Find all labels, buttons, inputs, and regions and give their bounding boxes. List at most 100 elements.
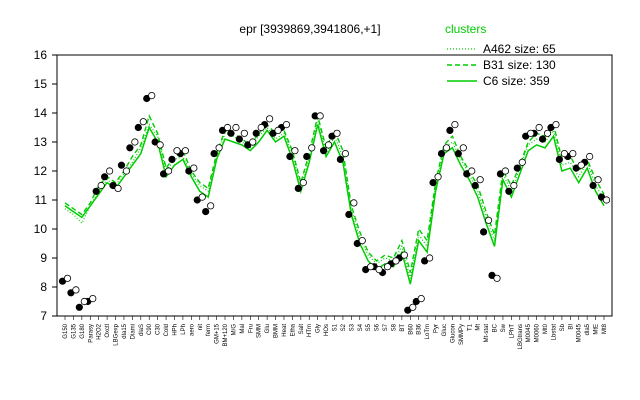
data-point: [72, 286, 80, 294]
data-point: [510, 181, 518, 190]
data-point: [383, 263, 392, 271]
data-point: [594, 176, 602, 184]
data-point: [249, 138, 257, 146]
y-tick-label: 16: [34, 48, 48, 62]
data-point: [552, 121, 560, 129]
x-tick-label: Oxctl: [105, 324, 111, 338]
data-point: [513, 164, 521, 172]
data-point: [538, 135, 547, 143]
data-point: [350, 199, 358, 207]
x-tick-label: Etha: [290, 323, 296, 336]
x-tick-label: BI: [568, 324, 574, 330]
data-point: [409, 303, 417, 311]
y-tick-label: 15: [34, 77, 48, 91]
x-tick-label: HTm: [307, 324, 313, 337]
data-point: [426, 254, 434, 262]
x-tick-label: HPh: [172, 324, 178, 336]
data-point: [358, 237, 366, 245]
data-point: [555, 155, 563, 163]
x-axis: G150 G135 G180 Parasy H2O2 Oxctl LBGexp dla15 Di…: [63, 316, 608, 349]
x-tick-label: C90: [147, 323, 153, 335]
data-point: [173, 147, 181, 155]
x-tick-label: M0060: [535, 323, 541, 342]
x-tick-label: S1: [333, 323, 339, 331]
data-point: [232, 123, 240, 132]
data-point: [471, 181, 479, 190]
data-point: [80, 297, 88, 306]
x-tick-label: G150: [63, 323, 69, 338]
x-tick-label: dlaS: [139, 324, 145, 336]
x-tick-label: dla15: [122, 323, 128, 338]
data-point: [324, 141, 333, 149]
data-point: [451, 121, 459, 129]
data-point: [210, 150, 218, 158]
x-tick-label: Gluc: [442, 324, 448, 336]
data-point: [117, 161, 126, 169]
series-line-3: [64, 124, 605, 285]
x-tick-label: Mt: [476, 324, 482, 331]
data-point: [505, 187, 513, 195]
x-tick-label: Mt8: [602, 323, 608, 334]
data-point: [198, 193, 206, 201]
legend-label-3: C6 size: 359: [483, 74, 550, 88]
data-point: [207, 202, 215, 210]
series-line-1: [64, 118, 605, 279]
x-tick-label: dla5: [585, 323, 591, 335]
data-point: [543, 129, 552, 137]
x-tick-label: S5: [366, 323, 372, 331]
data-point: [106, 167, 114, 175]
data-point: [134, 123, 142, 132]
data-point: [190, 164, 198, 172]
legend-label-2: B31 size: 130: [483, 58, 556, 72]
x-tick-label: LPh: [181, 324, 187, 335]
data-point: [437, 150, 446, 158]
data-point: [131, 138, 139, 146]
series-lines: [64, 113, 605, 285]
x-tick-label: ferm: [206, 324, 212, 336]
y-axis: 7 8 9 10 11 12 13 14 15 16: [34, 48, 57, 323]
x-tick-label: B60: [408, 323, 414, 334]
data-point: [417, 294, 425, 303]
data-point: [518, 158, 526, 166]
x-tick-label: Mt-stat: [484, 324, 490, 343]
series-line-2: [64, 113, 605, 273]
x-tick-label: Fru: [248, 324, 254, 333]
x-tick-label: aero: [189, 323, 195, 336]
data-point: [286, 152, 294, 161]
x-tick-label: MtE: [594, 324, 600, 335]
data-point: [476, 176, 484, 184]
data-point: [252, 129, 260, 137]
data-point: [89, 294, 97, 303]
y-tick-label: 14: [34, 106, 48, 120]
data-point: [202, 208, 210, 216]
data-point: [446, 126, 454, 134]
x-tick-label: M0045: [577, 323, 583, 342]
x-tick-label: Sw: [501, 323, 507, 332]
data-point: [215, 144, 223, 152]
data-point: [168, 155, 176, 163]
x-tick-label: LPhT: [509, 324, 515, 339]
data-point: [367, 263, 375, 271]
data-point: [577, 161, 585, 169]
data-point: [459, 144, 467, 152]
x-tick-label: Mt0: [543, 323, 549, 334]
x-tick-label: M/G: [231, 324, 237, 336]
y-tick-label: 12: [34, 164, 48, 178]
x-tick-label: S6: [375, 323, 381, 331]
data-point: [454, 150, 462, 158]
x-tick-label: S2: [341, 323, 347, 331]
data-point: [589, 181, 597, 190]
data-point: [223, 123, 232, 132]
data-point: [139, 118, 147, 126]
x-tick-label: Gly: [316, 324, 322, 333]
data-point: [341, 150, 350, 158]
x-tick-label: S3: [349, 323, 355, 331]
y-tick-label: 8: [40, 280, 47, 294]
data-point: [156, 141, 164, 149]
data-point: [227, 129, 235, 137]
x-tick-label: Cold: [164, 324, 170, 336]
data-point: [308, 144, 316, 152]
data-point: [97, 181, 105, 190]
data-point: [560, 150, 568, 158]
